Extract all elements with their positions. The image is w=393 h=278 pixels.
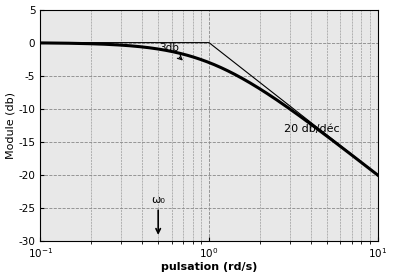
Y-axis label: Module (db): Module (db)	[6, 92, 16, 159]
Text: 20 db/déc: 20 db/déc	[285, 124, 340, 134]
Text: 3db: 3db	[159, 43, 182, 60]
X-axis label: pulsation (rd/s): pulsation (rd/s)	[161, 262, 257, 272]
Text: ω₀: ω₀	[151, 195, 165, 233]
